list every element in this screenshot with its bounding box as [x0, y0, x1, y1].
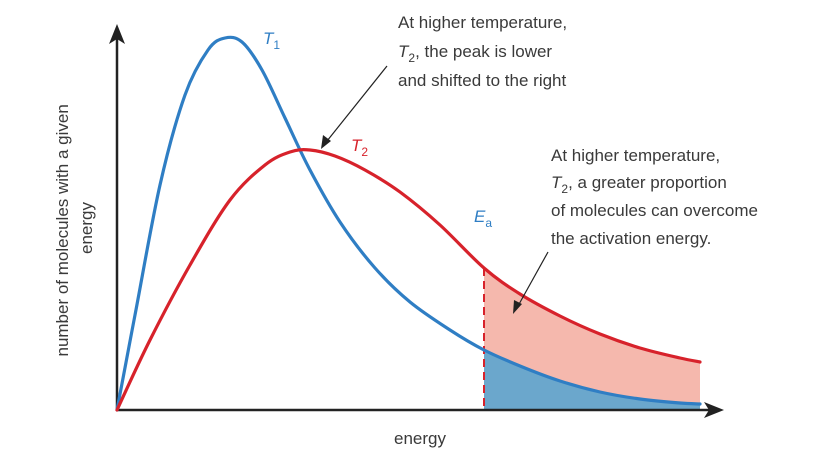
annotation-activation: At higher temperature, T2, a greater pro… [551, 146, 763, 248]
curve-label-t1: T1 [263, 29, 280, 52]
annotation-peak-shift: At higher temperature, T2, the peak is l… [398, 13, 572, 90]
curve-label-t2: T2 [351, 136, 368, 159]
annotation-arrowhead-peak [321, 135, 331, 149]
activation-energy-label: Ea [474, 207, 492, 230]
curve-t2 [115, 148, 702, 412]
x-axis-arrowhead [704, 402, 724, 418]
annotation-arrow-peak [326, 65, 388, 142]
y-axis-arrowhead [109, 24, 125, 44]
shaded-area-t1-tail [484, 350, 700, 410]
annotation-arrow-activation [517, 251, 549, 307]
annotation-arrowhead-activation [513, 300, 522, 314]
y-axis-label: number of molecules with a given energy [53, 99, 96, 356]
x-axis-label: energy [394, 429, 446, 448]
curve-t1 [115, 35, 702, 412]
